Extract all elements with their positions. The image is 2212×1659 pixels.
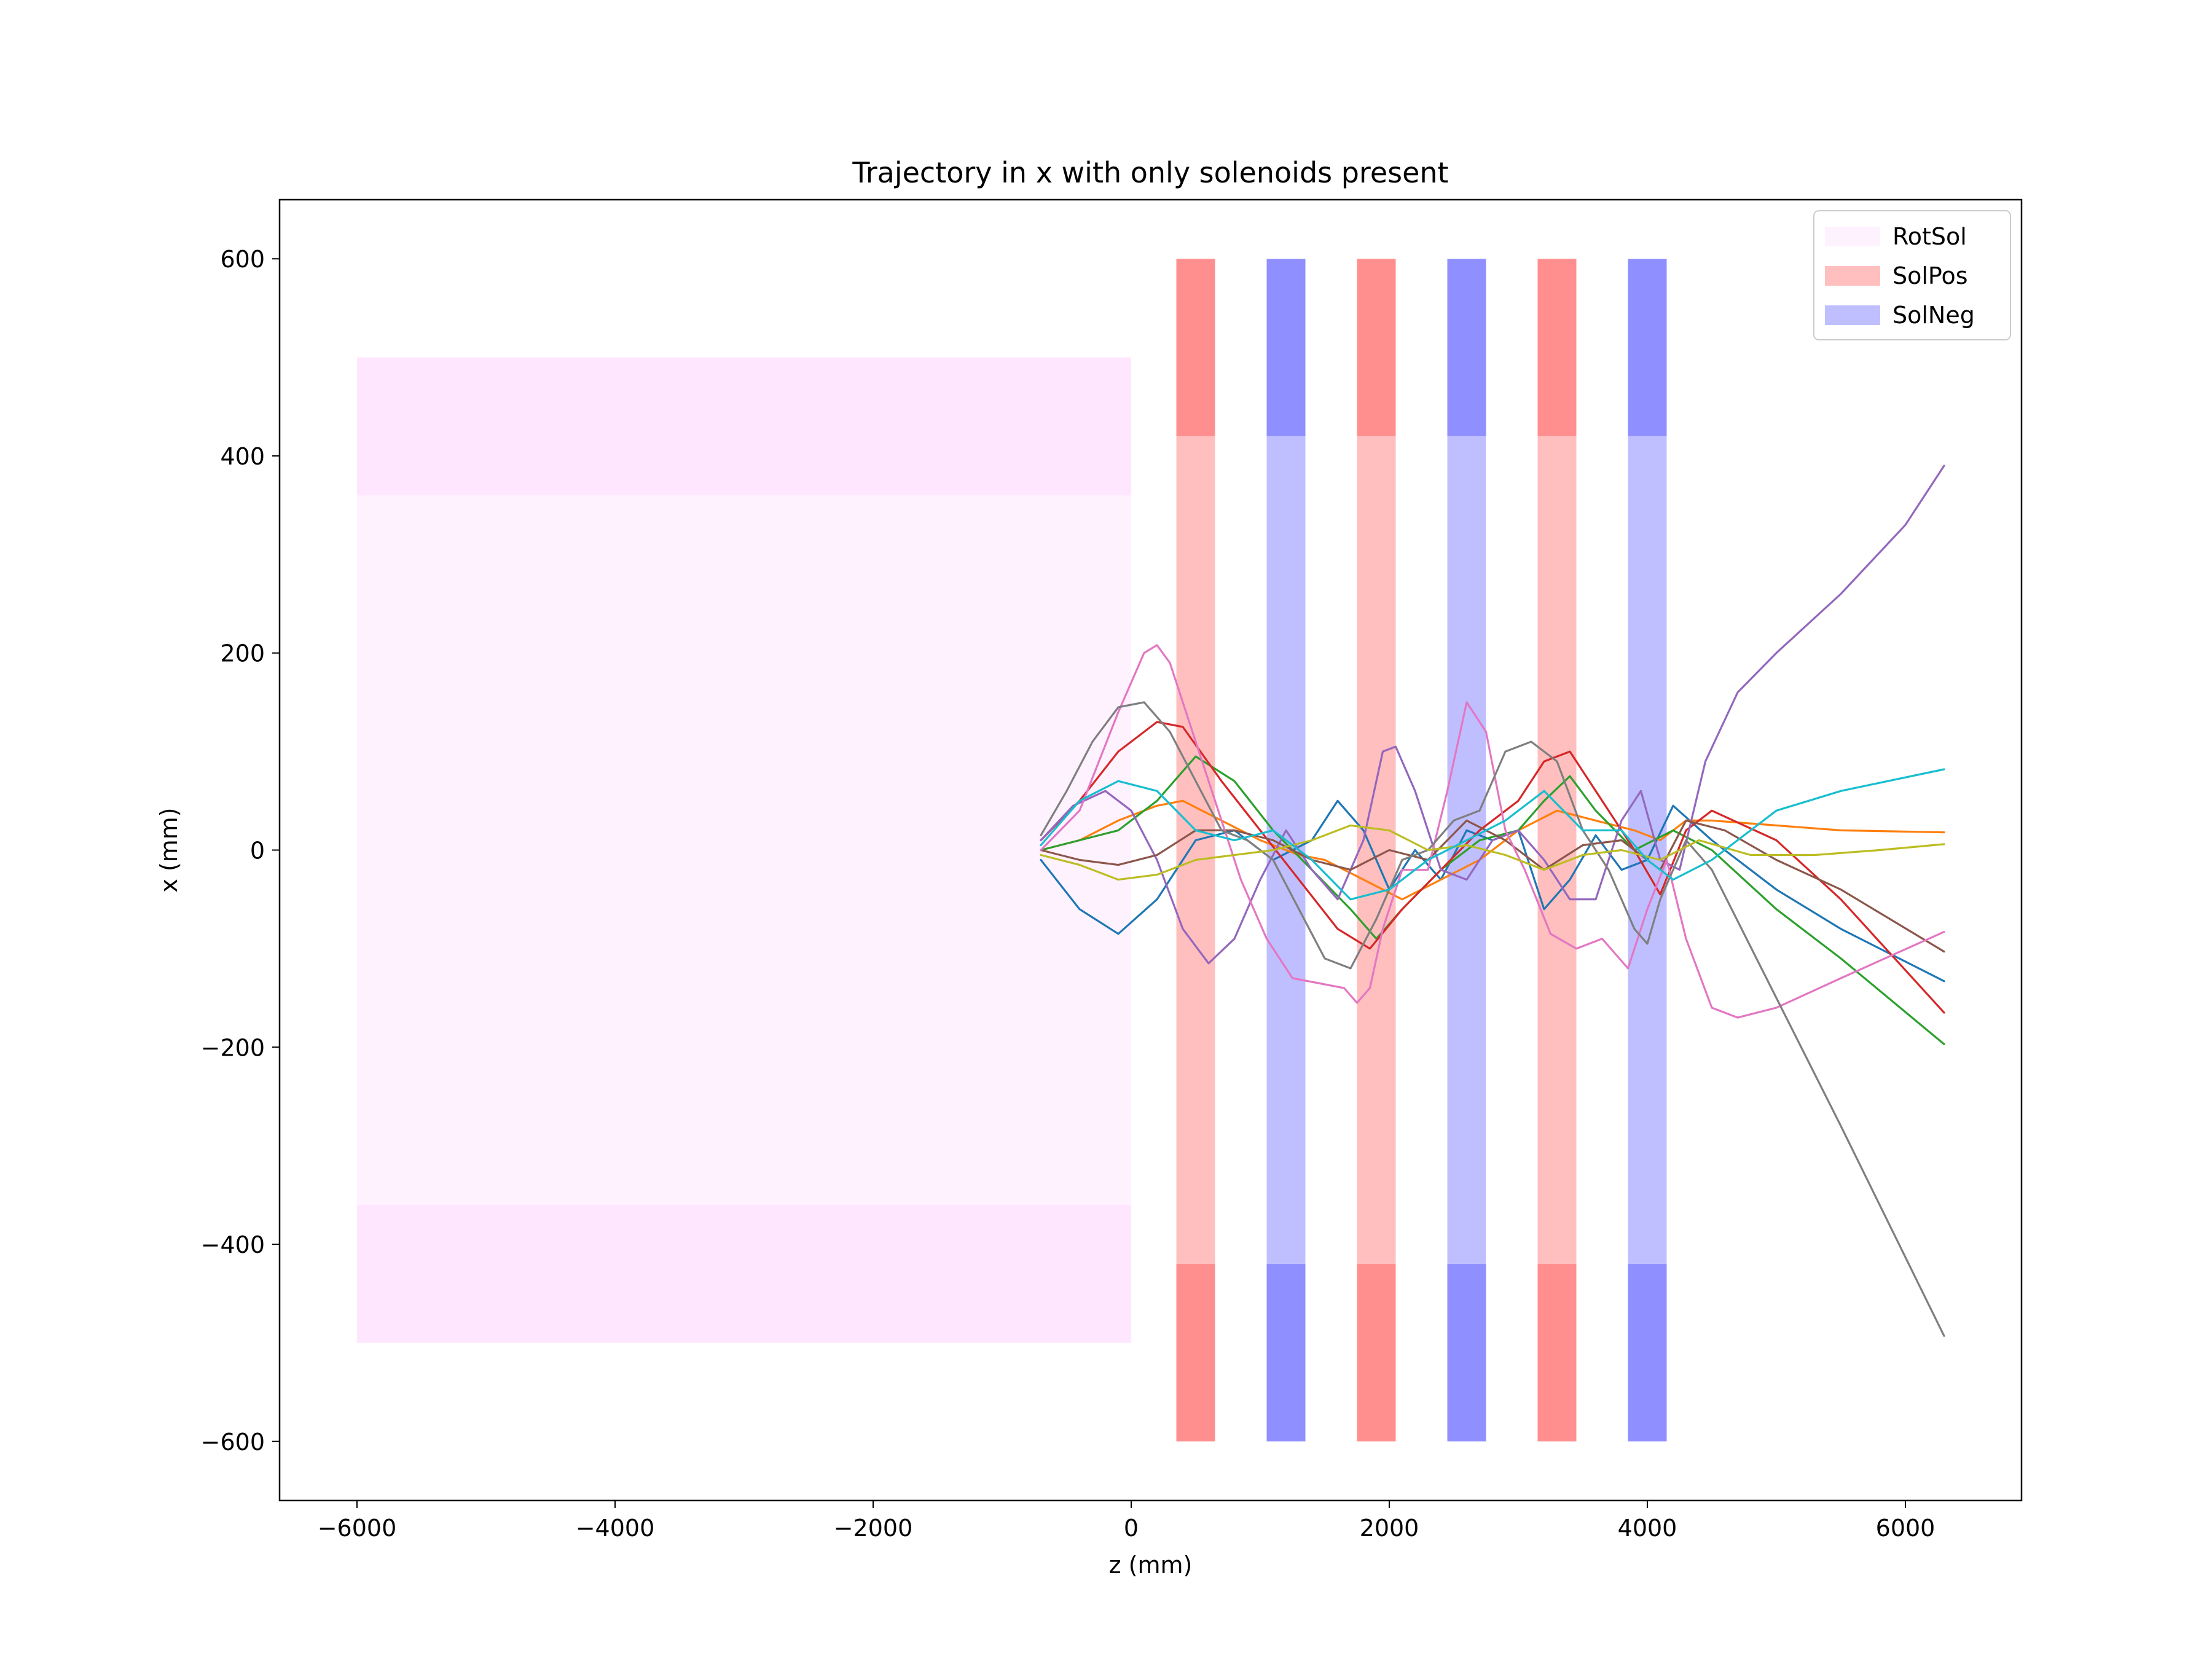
legend-swatch-solpos <box>1825 266 1880 286</box>
region-solpos <box>1176 259 1215 436</box>
legend-label-solpos: SolPos <box>1892 262 1968 289</box>
x-axis-ticks: −6000 −4000 −2000 0 2000 4000 6000 <box>318 1500 1936 1542</box>
y-tick-label: −400 <box>201 1231 265 1258</box>
region-rotsol <box>357 357 1131 1343</box>
region-solpos <box>1537 259 1577 1441</box>
y-axis-label: x (mm) <box>155 807 182 892</box>
region-rotsol <box>357 357 1131 496</box>
region-rotsol <box>357 1204 1131 1343</box>
region-solneg <box>1266 259 1306 436</box>
legend-label-solneg: SolNeg <box>1892 302 1975 329</box>
x-tick-label: 6000 <box>1876 1515 1936 1542</box>
chart-title: Trajectory in x with only solenoids pres… <box>852 156 1448 189</box>
trajectory-line-6 <box>1040 819 1945 953</box>
x-tick-label: 2000 <box>1360 1515 1419 1542</box>
y-tick-label: −200 <box>201 1034 265 1061</box>
legend: RotSol SolPos SolNeg <box>1813 210 2011 340</box>
y-tick-label: 400 <box>220 443 265 470</box>
y-axis-ticks: −600 −400 −200 0 200 400 600 <box>201 246 280 1456</box>
trajectory-line-9 <box>1040 824 1945 881</box>
region-solpos <box>1176 259 1215 1441</box>
x-tick-label: −2000 <box>834 1515 913 1542</box>
region-solneg <box>1266 1264 1306 1441</box>
legend-label-rotsol: RotSol <box>1892 223 1967 250</box>
y-tick-label: −600 <box>201 1429 265 1456</box>
region-solpos <box>1537 259 1577 436</box>
trajectory-line-5 <box>1040 465 1945 965</box>
legend-box <box>1813 210 2011 340</box>
y-tick-label: 200 <box>220 640 265 667</box>
region-solpos <box>1357 1264 1396 1441</box>
x-axis-label: z (mm) <box>1109 1551 1193 1579</box>
x-tick-label: −4000 <box>576 1515 655 1542</box>
y-tick-label: 600 <box>220 246 265 273</box>
legend-swatch-solneg <box>1825 305 1880 325</box>
x-tick-label: −6000 <box>318 1515 397 1542</box>
trajectory-lines <box>1040 465 1945 1337</box>
region-solneg <box>1447 259 1486 436</box>
trajectory-line-7 <box>1040 644 1945 1019</box>
region-solneg <box>1628 1264 1667 1441</box>
y-tick-label: 0 <box>250 837 265 865</box>
region-solneg <box>1628 259 1667 436</box>
x-tick-label: 0 <box>1124 1515 1139 1542</box>
region-solpos <box>1176 1264 1215 1441</box>
region-solpos <box>1357 259 1396 436</box>
region-solneg <box>1447 1264 1486 1441</box>
trajectory-line-2 <box>1040 799 1945 901</box>
region-solpos <box>1537 1264 1577 1441</box>
trajectory-line-10 <box>1040 768 1945 901</box>
x-tick-label: 4000 <box>1618 1515 1677 1542</box>
trajectory-line-1 <box>1040 799 1945 982</box>
solenoid-regions <box>357 259 1667 1441</box>
legend-swatch-rotsol <box>1825 227 1880 246</box>
